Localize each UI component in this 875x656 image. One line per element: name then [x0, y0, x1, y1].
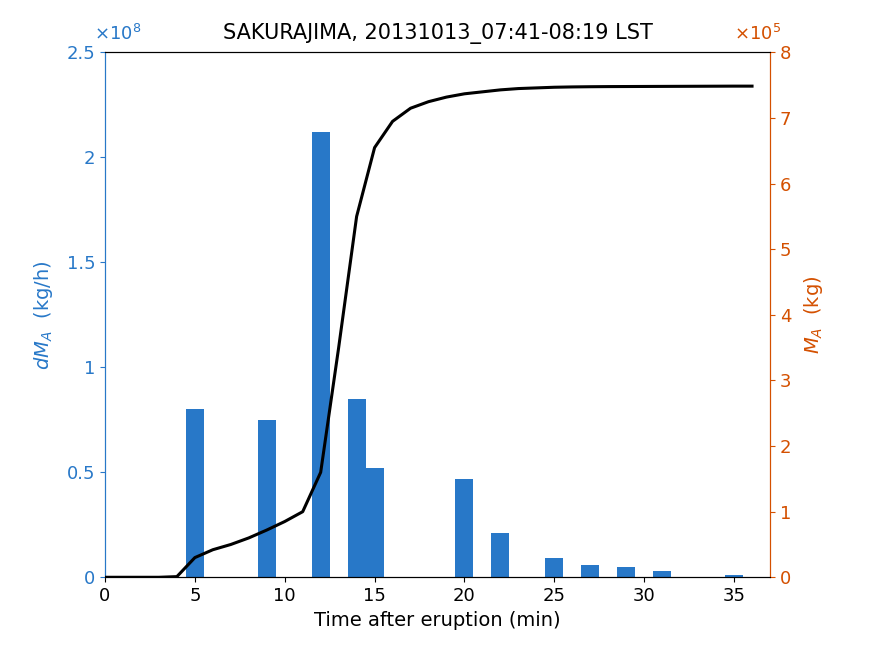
Text: $\times 10^8$: $\times 10^8$	[94, 24, 141, 44]
Title: SAKURAJIMA, 20131013_07:41-08:19 LST: SAKURAJIMA, 20131013_07:41-08:19 LST	[222, 22, 653, 43]
Y-axis label: $M_A$  (kg): $M_A$ (kg)	[802, 276, 825, 354]
Bar	[186, 409, 204, 577]
Bar	[456, 479, 473, 577]
X-axis label: Time after eruption (min): Time after eruption (min)	[314, 611, 561, 630]
Bar	[725, 575, 743, 577]
Y-axis label: $dM_A$  (kg/h): $dM_A$ (kg/h)	[32, 260, 55, 370]
Bar	[258, 420, 276, 577]
Bar	[545, 558, 564, 577]
Bar	[581, 565, 599, 577]
Bar	[312, 133, 330, 577]
Text: $\times 10^5$: $\times 10^5$	[734, 24, 781, 44]
Bar	[653, 571, 671, 577]
Bar	[366, 468, 383, 577]
Bar	[492, 533, 509, 577]
Bar	[617, 567, 635, 577]
Bar	[347, 399, 366, 577]
